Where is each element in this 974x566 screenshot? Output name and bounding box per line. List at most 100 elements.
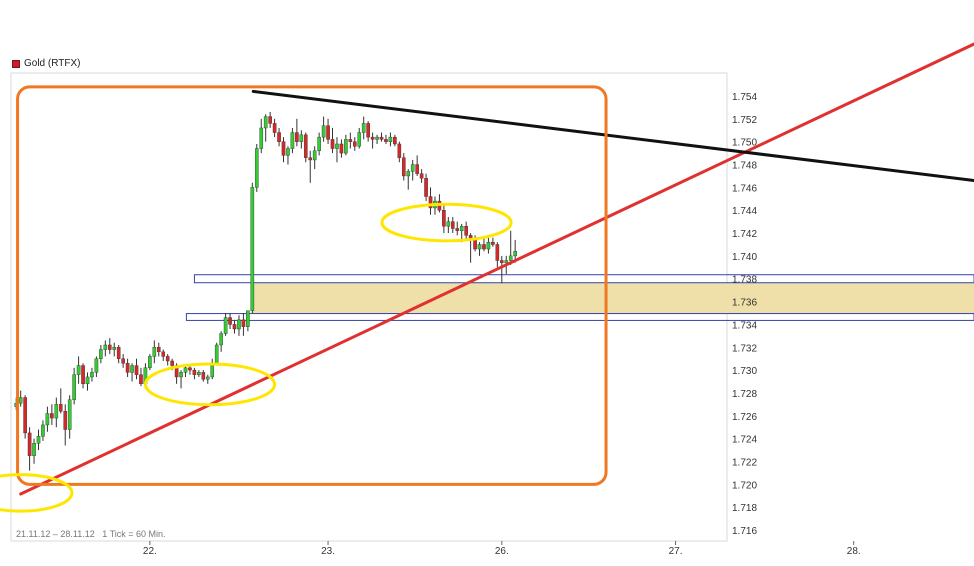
- candle-up: [321, 125, 326, 138]
- candle-up: [85, 376, 90, 385]
- y-axis: 1.754 1.752 1.750 1.748 1.746 1.744 1.742 1.740…: [732, 92, 757, 537]
- candle-up: [112, 347, 117, 350]
- candle-down: [125, 363, 130, 373]
- candle-up: [237, 319, 241, 330]
- candle-up: [388, 136, 393, 142]
- candle-up: [197, 372, 201, 375]
- candle-up: [263, 116, 268, 129]
- candle-down: [455, 228, 460, 231]
- candle-up: [254, 148, 259, 188]
- candle-up: [90, 372, 94, 378]
- trendlines: [19, 42, 974, 496]
- candle-down: [232, 324, 237, 330]
- candle-up: [446, 221, 451, 227]
- candle-down: [308, 157, 313, 161]
- y-tick-label: 1.736: [732, 298, 757, 309]
- candle-down: [134, 365, 139, 375]
- y-tick-label: 1.718: [732, 503, 757, 514]
- y-tick-label: 1.730: [732, 366, 757, 377]
- candle-up: [45, 413, 50, 426]
- candle-up: [103, 344, 108, 350]
- candle-down: [393, 136, 397, 145]
- candle-up: [486, 241, 491, 250]
- candle-up: [259, 127, 264, 149]
- candle-up: [94, 358, 99, 373]
- candle-down: [277, 132, 281, 142]
- candle-down: [482, 244, 486, 250]
- candles: [14, 111, 517, 471]
- candle-down: [450, 221, 455, 229]
- candle-up: [290, 132, 295, 149]
- candle-up: [54, 404, 59, 419]
- candle-up: [205, 376, 210, 380]
- x-tick-label: 23.: [321, 546, 335, 557]
- chart-footer: 21.11.12 – 28.11.12 1 Tick = 60 Min.: [16, 529, 166, 539]
- candle-down: [379, 136, 384, 140]
- candle-down: [228, 317, 232, 325]
- y-tick-label: 1.746: [732, 183, 757, 194]
- candle-down: [473, 239, 477, 250]
- x-tick-label: 28.: [847, 546, 861, 557]
- highlight-circle: [0, 473, 74, 513]
- candle-down: [397, 143, 402, 158]
- y-tick-label: 1.732: [732, 343, 757, 354]
- candle-up: [459, 225, 464, 231]
- candle-up: [72, 374, 76, 400]
- support-zone-fill: [251, 282, 974, 314]
- candle-up: [32, 443, 36, 456]
- candle-down: [281, 141, 286, 156]
- candle-up: [477, 244, 482, 250]
- candle-down: [491, 241, 495, 245]
- candle-up: [312, 150, 317, 161]
- y-tick-label: 1.722: [732, 457, 757, 468]
- candle-down: [330, 139, 335, 149]
- candle-down: [192, 369, 197, 375]
- y-tick-label: 1.754: [732, 92, 757, 103]
- candle-down: [339, 143, 344, 154]
- candle-up: [152, 347, 157, 357]
- candle-up: [41, 424, 45, 437]
- candle-down: [419, 173, 424, 179]
- candle-up: [513, 251, 517, 257]
- candle-down: [499, 260, 504, 263]
- candle-up: [508, 255, 513, 261]
- support-zones: [185, 274, 974, 321]
- candle-down: [384, 139, 388, 142]
- candle-up: [99, 349, 103, 359]
- frame-annotation: [16, 85, 608, 486]
- candle-down: [165, 356, 170, 362]
- candle-down: [81, 365, 85, 385]
- candle-down: [23, 397, 27, 434]
- candle-up: [286, 148, 290, 156]
- y-tick-label: 1.734: [732, 320, 757, 331]
- tick-interval: 1 Tick = 60 Min.: [102, 529, 166, 539]
- candle-up: [344, 139, 348, 154]
- y-tick-label: 1.744: [732, 206, 757, 217]
- candle-down: [161, 351, 166, 357]
- candle-down: [295, 132, 299, 142]
- x-tick-label: 26.: [495, 546, 509, 557]
- highlight-circle: [143, 362, 277, 407]
- candle-up: [148, 356, 152, 369]
- candle-down: [121, 358, 125, 364]
- date-range: 21.11.12 – 28.11.12: [16, 529, 95, 539]
- candle-up: [250, 187, 255, 311]
- y-tick-label: 1.738: [732, 275, 757, 286]
- candle-down: [241, 319, 246, 327]
- y-tick-label: 1.720: [732, 480, 757, 491]
- candle-up: [246, 310, 250, 327]
- candle-up: [375, 136, 379, 140]
- candle-down: [272, 123, 277, 133]
- candle-down: [428, 196, 433, 209]
- candle-down: [268, 116, 272, 124]
- x-axis: 22. 23. 26. 27. 28.: [143, 541, 861, 557]
- candle-down: [107, 344, 112, 350]
- candle-down: [58, 404, 63, 412]
- candle-up: [223, 317, 228, 334]
- candle-down: [188, 367, 192, 371]
- candle-up: [76, 365, 81, 375]
- candle-down: [116, 347, 121, 359]
- candle-down: [348, 139, 353, 142]
- candle-down: [170, 360, 174, 366]
